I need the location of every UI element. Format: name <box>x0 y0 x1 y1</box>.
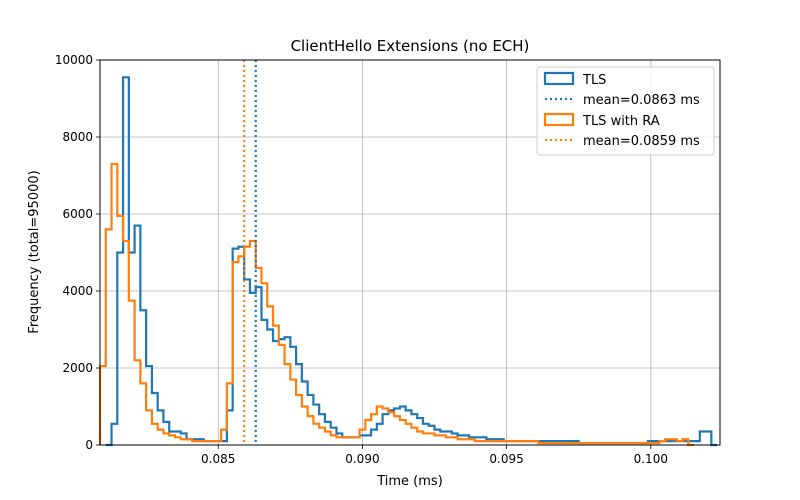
chart-title: ClientHello Extensions (no ECH) <box>291 37 530 55</box>
plot-frame <box>99 59 721 446</box>
y-tick-label: 2000 <box>62 361 93 375</box>
legend-label-tls-ra: TLS with RA <box>582 114 660 129</box>
histogram-series <box>98 76 718 447</box>
legend-swatch-tls <box>543 71 575 86</box>
legend-label-tls: TLS <box>582 73 606 88</box>
histogram-series-tls-ra <box>98 162 695 447</box>
y-tick-label: 4000 <box>62 284 93 298</box>
mean-lines <box>243 60 257 445</box>
legend-label-tls-mean: mean=0.0863 ms <box>583 93 700 108</box>
legend: TLS mean=0.0863 ms TLS with RA mean=0.08… <box>536 66 715 156</box>
legend-swatch-tls-ra <box>543 112 575 127</box>
x-tick-label: 0.095 <box>489 452 523 466</box>
legend-label-tls-ra-mean: mean=0.0859 ms <box>583 134 700 149</box>
x-axis-ticks: 0.085 0.090 0.095 0.100 <box>201 445 668 466</box>
legend-frame <box>536 66 715 156</box>
x-tick-label: 0.090 <box>345 452 379 466</box>
y-tick-label: 8000 <box>62 130 93 144</box>
y-tick-label: 10000 <box>55 53 93 67</box>
y-axis-ticks: 0 2000 4000 6000 8000 10000 <box>55 53 100 452</box>
y-axis-label: Frequency (total=95000) <box>27 170 42 333</box>
y-tick-label: 6000 <box>62 207 93 221</box>
x-tick-label: 0.100 <box>634 452 668 466</box>
x-tick-label: 0.085 <box>201 452 235 466</box>
y-tick-label: 0 <box>85 438 93 452</box>
x-axis-label: Time (ms) <box>376 474 443 489</box>
